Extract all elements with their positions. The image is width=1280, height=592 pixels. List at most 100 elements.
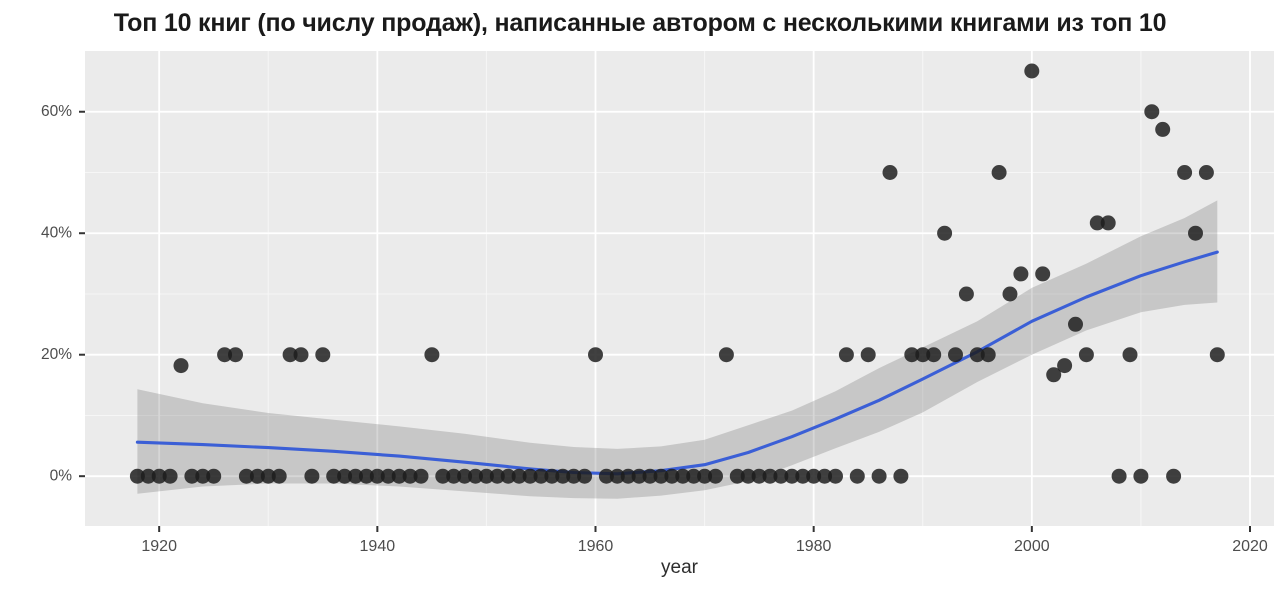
plot-panel xyxy=(85,51,1274,526)
data-point xyxy=(1111,468,1127,484)
data-point xyxy=(391,468,407,484)
data-point xyxy=(271,468,287,484)
data-point xyxy=(1057,358,1073,374)
data-point xyxy=(718,347,734,363)
data-point xyxy=(653,468,669,484)
data-point xyxy=(773,468,789,484)
data-point xyxy=(533,468,549,484)
data-point xyxy=(1133,468,1149,484)
data-point xyxy=(588,347,603,363)
y-axis-tick-label: 0% xyxy=(50,468,73,485)
data-point xyxy=(358,468,374,484)
data-point xyxy=(642,468,658,484)
data-point xyxy=(228,347,243,363)
data-point xyxy=(675,468,691,484)
x-axis-tick-label: 1940 xyxy=(360,538,396,555)
x-axis-title: year xyxy=(661,557,698,578)
chart-title: Топ 10 книг (по числу продаж), написанны… xyxy=(113,9,1167,37)
data-point xyxy=(315,347,331,363)
data-point xyxy=(686,468,702,484)
data-point xyxy=(762,468,778,484)
data-point xyxy=(1002,286,1018,302)
data-point xyxy=(1177,165,1193,180)
data-point xyxy=(1035,266,1051,282)
data-point xyxy=(260,468,276,484)
data-point xyxy=(184,468,200,484)
data-point xyxy=(577,468,593,484)
data-point xyxy=(948,347,963,363)
data-point xyxy=(1078,347,1094,363)
data-point xyxy=(238,468,254,484)
data-point xyxy=(991,165,1007,180)
data-point xyxy=(348,468,363,484)
data-point xyxy=(500,468,516,484)
data-point xyxy=(838,347,854,363)
data-point xyxy=(598,468,614,484)
data-point xyxy=(1122,347,1138,363)
data-point xyxy=(402,468,418,484)
data-point xyxy=(1144,104,1160,120)
data-point xyxy=(282,347,298,363)
data-point xyxy=(980,347,996,363)
data-point xyxy=(740,468,756,484)
data-point xyxy=(828,468,843,484)
gridlines-minor xyxy=(85,51,1274,526)
data-point xyxy=(468,468,483,484)
y-axis-tick-label: 60% xyxy=(41,103,72,120)
x-axis-tick-label: 2000 xyxy=(1014,538,1050,555)
data-point xyxy=(151,468,167,484)
data-point xyxy=(544,468,560,484)
data-point xyxy=(435,468,451,484)
data-point xyxy=(1046,367,1062,383)
data-point xyxy=(129,468,145,484)
x-axis-tick-label: 1920 xyxy=(141,538,177,555)
data-points xyxy=(129,63,1225,484)
data-point xyxy=(620,468,636,484)
data-point xyxy=(566,468,582,484)
data-point xyxy=(1024,63,1040,79)
data-point xyxy=(206,468,222,484)
data-point xyxy=(162,468,178,484)
data-point xyxy=(249,468,265,484)
data-point xyxy=(937,225,953,241)
data-point xyxy=(849,468,865,484)
data-point xyxy=(413,468,429,484)
data-point xyxy=(1155,121,1171,137)
data-point xyxy=(369,468,385,484)
data-point xyxy=(708,468,723,484)
data-point xyxy=(173,358,189,374)
data-point xyxy=(293,347,309,363)
data-point xyxy=(893,468,909,484)
data-point xyxy=(424,347,440,363)
data-point xyxy=(1166,468,1182,484)
data-point xyxy=(478,468,494,484)
data-point xyxy=(817,468,833,484)
x-axis-tick-label: 2020 xyxy=(1232,538,1268,555)
data-point xyxy=(555,468,571,484)
axis-ticks xyxy=(79,110,1252,532)
data-point xyxy=(1198,165,1214,180)
data-point xyxy=(195,468,211,484)
data-point xyxy=(326,468,342,484)
data-point xyxy=(1188,225,1203,241)
data-point xyxy=(1089,215,1105,231)
data-point xyxy=(729,468,745,484)
data-point xyxy=(1013,266,1029,282)
data-point xyxy=(489,468,505,484)
data-point xyxy=(795,468,811,484)
data-point xyxy=(631,468,647,484)
data-point xyxy=(969,347,985,363)
data-point xyxy=(446,468,462,484)
data-point xyxy=(926,347,942,363)
data-point xyxy=(664,468,680,484)
data-point xyxy=(806,468,822,484)
y-axis-tick-label: 20% xyxy=(41,346,72,363)
x-axis-tick-label: 1960 xyxy=(578,538,614,555)
data-point xyxy=(140,468,156,484)
smooth-line xyxy=(135,250,1219,476)
data-point xyxy=(511,468,527,484)
data-point xyxy=(871,468,887,484)
data-point xyxy=(904,347,920,363)
